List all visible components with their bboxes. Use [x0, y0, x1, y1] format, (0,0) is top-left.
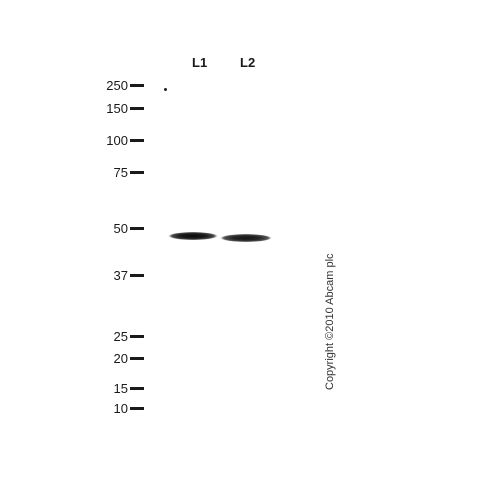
- band-L1: [170, 232, 216, 240]
- artifact-spot: [164, 88, 167, 91]
- mw-marker-value: 20: [100, 351, 128, 366]
- mw-marker-tick: [130, 107, 144, 110]
- band-L2: [222, 234, 270, 242]
- mw-marker-tick: [130, 227, 144, 230]
- mw-marker-value: 10: [100, 401, 128, 416]
- mw-marker-tick: [130, 357, 144, 360]
- mw-marker-tick: [130, 139, 144, 142]
- mw-marker-50: 50: [100, 222, 144, 234]
- mw-marker-tick: [130, 335, 144, 338]
- mw-marker-100: 100: [100, 134, 144, 146]
- mw-marker-tick: [130, 407, 144, 410]
- mw-marker-15: 15: [100, 382, 144, 394]
- lane-label-2: L2: [240, 55, 255, 70]
- mw-marker-value: 25: [100, 329, 128, 344]
- mw-marker-37: 37: [100, 269, 144, 281]
- mw-marker-value: 250: [100, 78, 128, 93]
- mw-marker-20: 20: [100, 352, 144, 364]
- mw-marker-value: 37: [100, 268, 128, 283]
- mw-marker-value: 150: [100, 101, 128, 116]
- mw-marker-tick: [130, 387, 144, 390]
- mw-marker-10: 10: [100, 402, 144, 414]
- mw-marker-tick: [130, 274, 144, 277]
- mw-marker-150: 150: [100, 102, 144, 114]
- western-blot-panel: L1 L2 250 150 100 75 50 37 25 20 15 10: [100, 50, 400, 450]
- mw-marker-tick: [130, 171, 144, 174]
- mw-marker-25: 25: [100, 330, 144, 342]
- lane-label-1: L1: [192, 55, 207, 70]
- copyright-text: Copyright ©2010 Abcam plc: [324, 253, 336, 390]
- mw-marker-value: 75: [100, 165, 128, 180]
- mw-marker-value: 50: [100, 221, 128, 236]
- mw-marker-tick: [130, 84, 144, 87]
- mw-marker-value: 100: [100, 133, 128, 148]
- mw-marker-value: 15: [100, 381, 128, 396]
- mw-marker-75: 75: [100, 166, 144, 178]
- mw-marker-250: 250: [100, 79, 144, 91]
